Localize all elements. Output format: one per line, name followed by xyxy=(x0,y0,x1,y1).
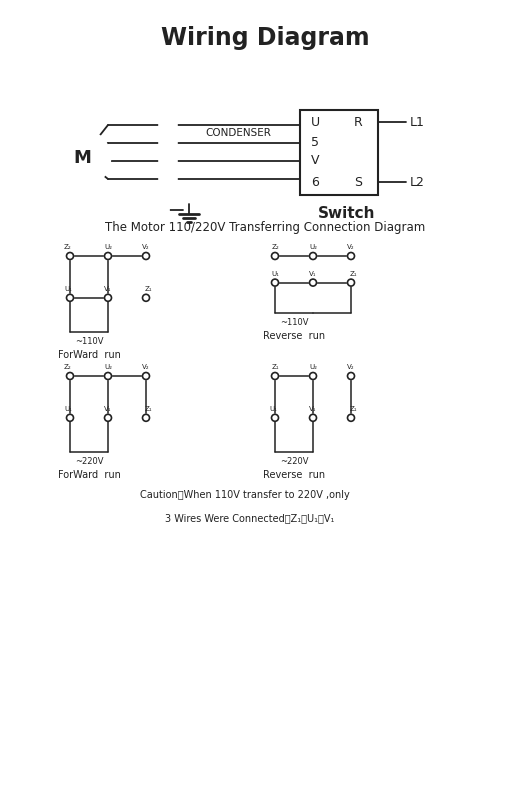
Circle shape xyxy=(66,373,73,379)
Circle shape xyxy=(159,134,177,152)
Text: ①: ① xyxy=(164,120,173,130)
Circle shape xyxy=(347,253,355,259)
Text: 6: 6 xyxy=(311,175,319,189)
Text: ~220V: ~220V xyxy=(280,457,309,466)
Text: U₂: U₂ xyxy=(309,364,317,370)
Circle shape xyxy=(66,414,73,422)
Circle shape xyxy=(142,294,150,302)
Text: Reverse  run: Reverse run xyxy=(263,331,325,341)
Circle shape xyxy=(151,201,169,219)
Circle shape xyxy=(105,414,112,422)
Text: U: U xyxy=(311,115,320,129)
Circle shape xyxy=(271,279,278,286)
Text: ~110V: ~110V xyxy=(280,318,309,327)
Text: V₁: V₁ xyxy=(104,406,112,412)
Text: ForWard  run: ForWard run xyxy=(57,350,121,360)
Circle shape xyxy=(310,414,316,422)
Text: Z₂: Z₂ xyxy=(64,244,72,250)
Text: U₁: U₁ xyxy=(269,406,277,412)
Text: E: E xyxy=(157,205,164,215)
Text: ④: ④ xyxy=(164,174,173,184)
Circle shape xyxy=(66,294,73,302)
Circle shape xyxy=(347,414,355,422)
Text: U₁: U₁ xyxy=(271,270,279,277)
Text: U₁: U₁ xyxy=(64,286,72,292)
Text: V₁: V₁ xyxy=(309,270,317,277)
Circle shape xyxy=(271,373,278,379)
Text: Z₁: Z₁ xyxy=(349,406,357,412)
Circle shape xyxy=(105,373,112,379)
Circle shape xyxy=(105,294,112,302)
Text: M: M xyxy=(73,149,91,167)
Text: U₁: U₁ xyxy=(64,406,72,412)
Circle shape xyxy=(271,253,278,259)
Text: 3 Wires Were Connected：Z₁，U₁，V₁: 3 Wires Were Connected：Z₁，U₁，V₁ xyxy=(165,513,335,523)
Circle shape xyxy=(66,253,73,259)
Text: L1: L1 xyxy=(410,115,425,129)
Text: ~220V: ~220V xyxy=(75,457,103,466)
Text: V₂: V₂ xyxy=(142,364,150,370)
Text: V₁: V₁ xyxy=(104,286,112,292)
Circle shape xyxy=(347,373,355,379)
Circle shape xyxy=(347,279,355,286)
Text: ③: ③ xyxy=(164,156,173,166)
Circle shape xyxy=(159,170,177,188)
Text: Z₁: Z₁ xyxy=(144,406,152,412)
Text: Reverse  run: Reverse run xyxy=(263,470,325,480)
Text: V₁: V₁ xyxy=(309,406,317,412)
Circle shape xyxy=(159,152,177,170)
Circle shape xyxy=(159,116,177,134)
Circle shape xyxy=(54,130,110,186)
Text: V₂: V₂ xyxy=(347,244,355,250)
Text: ~110V: ~110V xyxy=(75,337,103,346)
Text: Z₁: Z₁ xyxy=(271,364,279,370)
Text: The Motor 110/220V Transferring Connection Diagram: The Motor 110/220V Transferring Connecti… xyxy=(105,222,425,234)
Circle shape xyxy=(142,253,150,259)
Text: 5: 5 xyxy=(311,137,319,150)
Text: Switch: Switch xyxy=(318,206,376,221)
Text: CONDENSER: CONDENSER xyxy=(205,128,271,138)
Text: L2: L2 xyxy=(410,175,425,189)
Circle shape xyxy=(310,279,316,286)
Circle shape xyxy=(310,253,316,259)
Text: V₂: V₂ xyxy=(142,244,150,250)
Text: Z₁: Z₁ xyxy=(349,270,357,277)
Text: R: R xyxy=(354,115,362,129)
Text: Z₁: Z₁ xyxy=(144,286,152,292)
Text: ForWard  run: ForWard run xyxy=(57,470,121,480)
Text: Wiring Diagram: Wiring Diagram xyxy=(161,26,370,50)
Bar xyxy=(300,110,378,195)
Text: U₂: U₂ xyxy=(309,244,317,250)
Text: U₂: U₂ xyxy=(104,364,112,370)
Text: V: V xyxy=(311,154,319,167)
Text: Z₂: Z₂ xyxy=(271,244,279,250)
Text: V₂: V₂ xyxy=(347,364,355,370)
Circle shape xyxy=(142,414,150,422)
Circle shape xyxy=(142,373,150,379)
Text: U₂: U₂ xyxy=(104,244,112,250)
Text: Caution：When 110V transfer to 220V ,only: Caution：When 110V transfer to 220V ,only xyxy=(140,490,350,500)
Text: Z₂: Z₂ xyxy=(64,364,72,370)
Text: ②: ② xyxy=(164,138,173,148)
Circle shape xyxy=(105,253,112,259)
Text: S: S xyxy=(354,175,362,189)
Circle shape xyxy=(271,414,278,422)
Circle shape xyxy=(310,373,316,379)
